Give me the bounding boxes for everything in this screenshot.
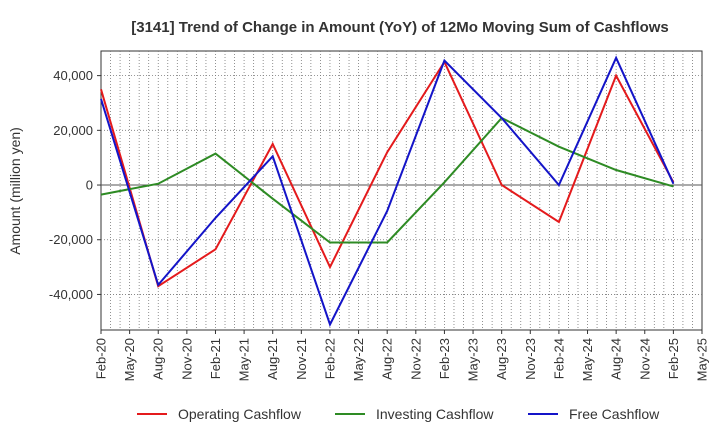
- x-tick-label: Nov-23: [523, 338, 538, 380]
- x-tick-label: Aug-21: [265, 338, 280, 380]
- x-tick-label: May-20: [122, 338, 137, 381]
- x-tick-label: Nov-22: [408, 338, 423, 380]
- plot-frame: [100, 50, 703, 331]
- x-tick-label: Aug-23: [494, 338, 509, 380]
- x-tick-label: Nov-21: [294, 338, 309, 380]
- x-tick-label: Aug-24: [609, 338, 624, 380]
- legend: Operating Cashflow Investing Cashflow Free…: [137, 406, 660, 422]
- y-axis-ticks: 40,000 20,000 0 -20,000 -40,000: [49, 68, 101, 302]
- operating-cashflow-line: [100, 59, 675, 288]
- x-tick-label: May-21: [237, 338, 252, 381]
- x-tick-label: Feb-24: [551, 338, 566, 379]
- chart-title: [3141] Trend of Change in Amount (YoY) o…: [131, 19, 669, 36]
- x-tick-label: May-23: [466, 338, 481, 381]
- y-tick-label: 40,000: [53, 68, 93, 83]
- y-tick-label: 20,000: [53, 123, 93, 138]
- investing-cashflow-line: [100, 116, 674, 244]
- x-tick-label: Feb-23: [437, 338, 452, 379]
- x-tick-label: May-25: [695, 338, 710, 381]
- operating-cashflow-legend-label: Operating Cashflow: [178, 406, 302, 422]
- y-axis-label: Amount (million yen): [7, 127, 23, 255]
- x-tick-label: Feb-21: [208, 338, 223, 379]
- plot-area: [100, 50, 703, 331]
- y-tick-label: -20,000: [49, 232, 93, 247]
- free-cashflow-line: [100, 55, 675, 328]
- x-tick-label: Aug-20: [151, 338, 166, 380]
- x-tick-label: May-24: [580, 338, 595, 381]
- investing-cashflow-legend-label: Investing Cashflow: [376, 406, 494, 422]
- x-axis-ticks: Feb-20 May-20 Aug-20 Nov-20 Feb-21 May-21 Aug-…: [94, 330, 710, 381]
- series-lines: [100, 55, 675, 328]
- x-tick-label: Nov-20: [179, 338, 194, 380]
- x-tick-label: Nov-24: [637, 338, 652, 380]
- y-tick-label: 0: [86, 178, 93, 193]
- free-cashflow-legend-label: Free Cashflow: [569, 406, 660, 422]
- x-tick-label: Feb-22: [322, 338, 337, 379]
- x-tick-label: Aug-22: [380, 338, 395, 380]
- x-tick-label: Feb-25: [666, 338, 681, 379]
- y-tick-label: -40,000: [49, 287, 93, 302]
- x-tick-label: May-22: [351, 338, 366, 381]
- x-tick-label: Feb-20: [94, 338, 109, 379]
